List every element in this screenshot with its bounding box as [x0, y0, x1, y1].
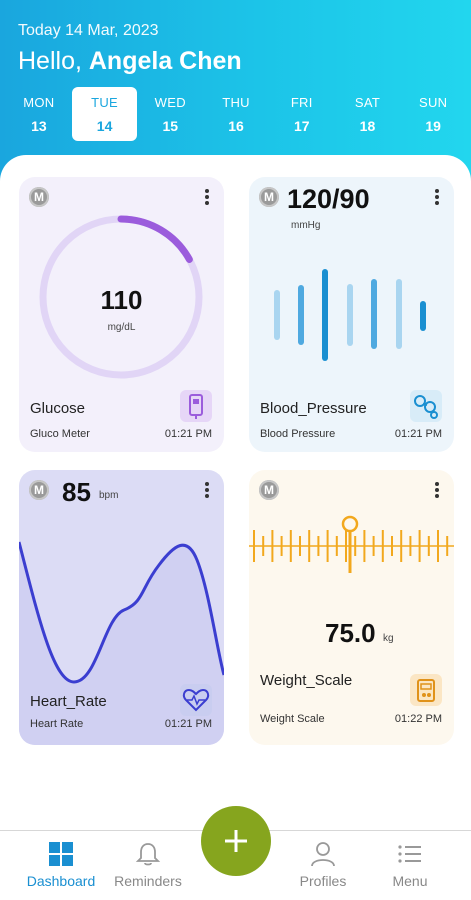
tab-dashboard-label: Dashboard: [26, 873, 96, 889]
glucose-value: 110: [100, 285, 143, 315]
tab-profiles[interactable]: Profiles: [276, 831, 370, 900]
glucometer-icon: [180, 390, 212, 422]
heart-rate-device: Heart Rate: [30, 718, 84, 730]
glucose-ring: [39, 215, 203, 379]
more-options-icon[interactable]: [204, 189, 210, 205]
heart-rate-unit: bpm: [99, 490, 119, 501]
weight-time: 01:22 PM: [394, 713, 442, 725]
glucose-device: Gluco Meter: [30, 428, 90, 440]
heart-rate-time: 01:21 PM: [164, 718, 212, 730]
person-icon: [311, 842, 335, 867]
glucose-title: Glucose: [30, 400, 86, 417]
user-name: Angela Chen: [88, 47, 242, 75]
weight-value: 75.0: [325, 618, 376, 648]
today-date: Today 14 Mar, 2023: [18, 22, 159, 39]
day-mon[interactable]: MON 13: [23, 95, 55, 134]
weight-card[interactable]: M 75.0 kg Weight_Scale Weight Scale 01:2…: [249, 470, 454, 745]
blood-pressure-card[interactable]: M 120/90 mmHg Blood_Pressure Blood Press…: [249, 177, 454, 452]
heart-rate-value: 85: [62, 477, 91, 507]
manual-entry-badge: M: [29, 187, 49, 207]
glucose-unit: mg/dL: [107, 322, 136, 333]
greeting: Hello, Angela Chen: [18, 47, 242, 76]
more-options-icon[interactable]: [434, 189, 440, 205]
glucose-card[interactable]: M 110 mg/dL Glucose Gluco Meter 01:21 PM: [19, 177, 224, 452]
tab-reminders-label: Reminders: [114, 873, 182, 889]
bp-unit: mmHg: [291, 220, 321, 231]
plus-icon: [225, 830, 247, 852]
bp-wave: [274, 269, 426, 361]
bell-icon: [135, 843, 161, 866]
weight-ruler: [249, 515, 454, 573]
day-tue[interactable]: TUE 14: [71, 87, 138, 141]
day-fri[interactable]: FRI 17: [290, 95, 313, 134]
day-wed[interactable]: WED 15: [154, 95, 186, 134]
day-thu[interactable]: THU 16: [222, 95, 250, 134]
bp-value: 120/90: [287, 184, 370, 214]
bp-cuff-icon: [410, 390, 442, 422]
more-options-icon[interactable]: [434, 482, 440, 498]
add-reading-button[interactable]: [201, 806, 271, 876]
weight-title: Weight_Scale: [260, 672, 353, 689]
bp-time: 01:21 PM: [394, 428, 442, 440]
tab-menu-label: Menu: [392, 873, 428, 889]
week-strip: MON 13 TUE 14 WED 15 THU 16 FRI 17 SAT 18 SUN 1…: [6, 87, 466, 141]
glucose-time: 01:21 PM: [164, 428, 212, 440]
manual-entry-badge: M: [259, 187, 279, 207]
more-options-icon[interactable]: [204, 482, 210, 498]
greeting-text: Hello,: [18, 47, 82, 75]
manual-entry-badge: M: [259, 480, 279, 500]
tab-menu[interactable]: Menu: [363, 831, 457, 900]
day-sat[interactable]: SAT 18: [354, 95, 381, 134]
tab-dashboard[interactable]: Dashboard: [14, 831, 108, 900]
dashboard-icon: [49, 842, 73, 866]
weight-unit: kg: [383, 633, 394, 644]
tab-reminders[interactable]: Reminders: [101, 831, 195, 900]
tab-profiles-label: Profiles: [299, 873, 347, 889]
heart-rate-title: Heart_Rate: [30, 693, 107, 710]
heart-rate-wave: [19, 541, 224, 745]
manual-entry-badge: M: [29, 480, 49, 500]
list-menu-icon: [398, 845, 421, 863]
weight-scale-icon: [410, 674, 442, 706]
bp-device: Blood Pressure: [260, 428, 336, 440]
weight-device: Weight Scale: [260, 713, 325, 725]
heart-pulse-icon: [180, 684, 212, 716]
bp-title: Blood_Pressure: [260, 400, 367, 417]
heart-rate-card[interactable]: M 85 bpm Heart_Rate Heart Rate 01:21 PM: [19, 470, 224, 745]
day-sun[interactable]: SUN 19: [418, 95, 448, 134]
